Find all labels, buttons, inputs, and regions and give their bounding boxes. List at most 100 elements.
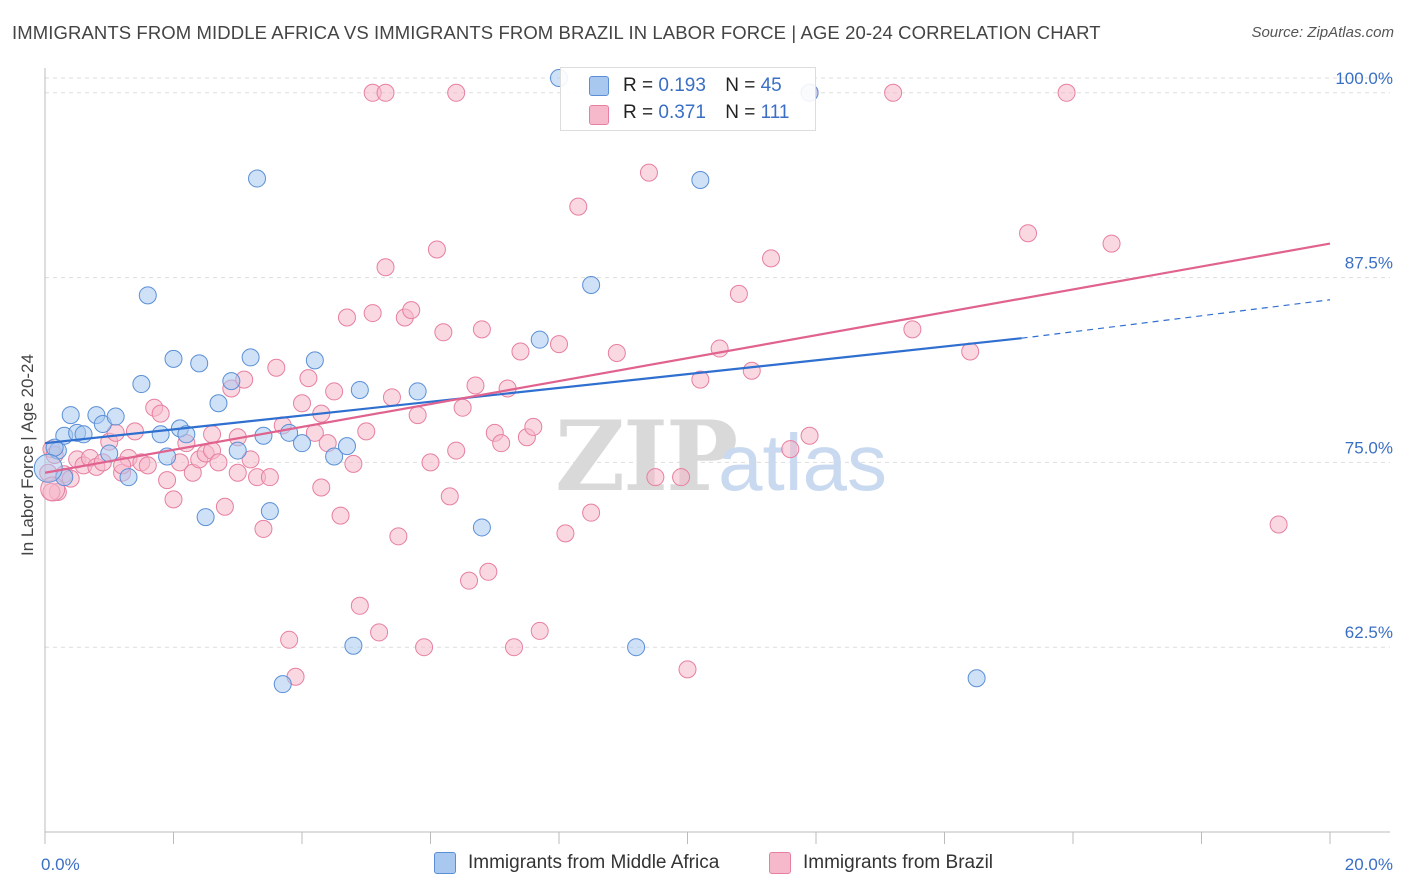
brazil-point [460,571,479,590]
y-tick-label: 62.5% [1345,623,1393,642]
middle-africa-point [582,275,601,294]
middle-africa-point [228,441,247,460]
brazil-point [312,478,331,497]
brazil-point [884,83,903,102]
middle-africa-point [337,437,356,456]
brazil-point [138,456,157,475]
middle-africa-point [305,351,324,370]
series-middle-africa-points [33,69,986,694]
legend-row-brazil: R = 0.371 N = 111 [623,102,790,124]
middle-africa-point [691,171,710,190]
brazil-point [691,370,710,389]
bottom-legend-brazil: Immigrants from Brazil [769,852,993,874]
middle-africa-point [273,675,292,694]
legend-n-label: N = [725,102,756,123]
middle-africa-point [241,348,260,367]
source-note: Source: ZipAtlas.com [1251,24,1394,41]
brazil-point [492,434,511,453]
brazil-point [421,453,440,472]
bottom-legend-swatch-brazil [769,852,791,874]
middle-africa-point [33,453,63,483]
brazil-point [415,638,434,657]
middle-africa-point [248,169,267,188]
x-tick-label: 20.0% [1345,855,1393,874]
brazil-point [646,468,665,487]
brazil-point [781,440,800,459]
trend-line-middle-africa [44,337,1022,445]
brazil-point [453,398,472,417]
middle-africa-point [222,372,241,391]
brazil-point [370,623,389,642]
y-tick-label: 87.5% [1345,254,1393,273]
brazil-point [961,342,980,361]
brazil-point [344,454,363,473]
brazil-point [556,524,575,543]
brazil-point [447,441,466,460]
brazil-point [382,388,401,407]
y-tick-label: 75.0% [1345,438,1393,457]
brazil-point [151,404,170,423]
brazil-point [762,249,781,268]
brazil-point [1102,234,1121,253]
brazil-point [505,638,524,657]
x-tick-label: 0.0% [41,855,80,874]
middle-africa-point [119,468,138,487]
legend: R = 0.193 N = 45 R = 0.371 N = 111 [560,67,816,131]
brazil-point [209,453,228,472]
middle-africa-point [61,406,80,425]
brazil-point [254,519,273,538]
brazil-point [742,361,761,380]
legend-r-label: R = [623,102,654,123]
middle-africa-point [106,407,125,426]
brazil-point [434,323,453,342]
middle-africa-point [293,434,311,453]
brazil-point [678,660,697,679]
brazil-point [1269,515,1288,534]
middle-africa-point [350,380,369,399]
brazil-point [479,562,498,581]
bottom-legend: Immigrants from Middle Africa Immigrants… [0,850,1406,880]
tick-labels: 62.5% 75.0% 87.5% 100.0% 0.0% 20.0% [41,69,1393,874]
brazil-point [511,342,530,361]
middle-africa-point [151,425,170,444]
middle-africa-point [209,394,228,413]
middle-africa-point [627,638,646,657]
brazil-point [639,163,658,182]
brazil-point [1057,83,1076,102]
bottom-legend-middle-africa: Immigrants from Middle Africa [434,852,719,874]
brazil-point [472,320,491,339]
middle-africa-point [177,425,196,444]
brazil-point [215,497,234,516]
brazil-point [530,621,549,640]
middle-africa-point [132,375,151,394]
brazil-point [376,83,395,102]
brazil-point [363,304,382,323]
legend-n-value: 45 [760,75,782,96]
middle-africa-point [260,502,279,521]
brazil-point [331,506,350,525]
middle-africa-point [408,382,427,401]
bottom-legend-label-middle-africa: Immigrants from Middle Africa [468,852,720,873]
legend-swatch-brazil [589,105,609,125]
brazil-point [524,417,543,436]
brazil-point [582,503,601,522]
brazil-point [376,258,395,277]
brazil-point [357,422,376,441]
brazil-point [337,308,356,327]
trend-line-middle-africa-extension [1021,299,1331,339]
brazil-point [800,426,819,445]
legend-r-value: 0.371 [658,102,706,123]
brazil-point [550,335,568,354]
brazil-point [569,197,588,216]
series-brazil-points [39,83,1288,686]
brazil-point [325,382,344,401]
brazil-point [607,343,626,362]
bottom-legend-swatch-middle-africa [434,852,456,874]
middle-africa-point [967,669,986,688]
brazil-point [447,83,466,102]
legend-n-label: N = [725,75,756,96]
trend-lines [44,242,1331,474]
trend-line-brazil [44,242,1331,474]
brazil-point [672,468,691,487]
